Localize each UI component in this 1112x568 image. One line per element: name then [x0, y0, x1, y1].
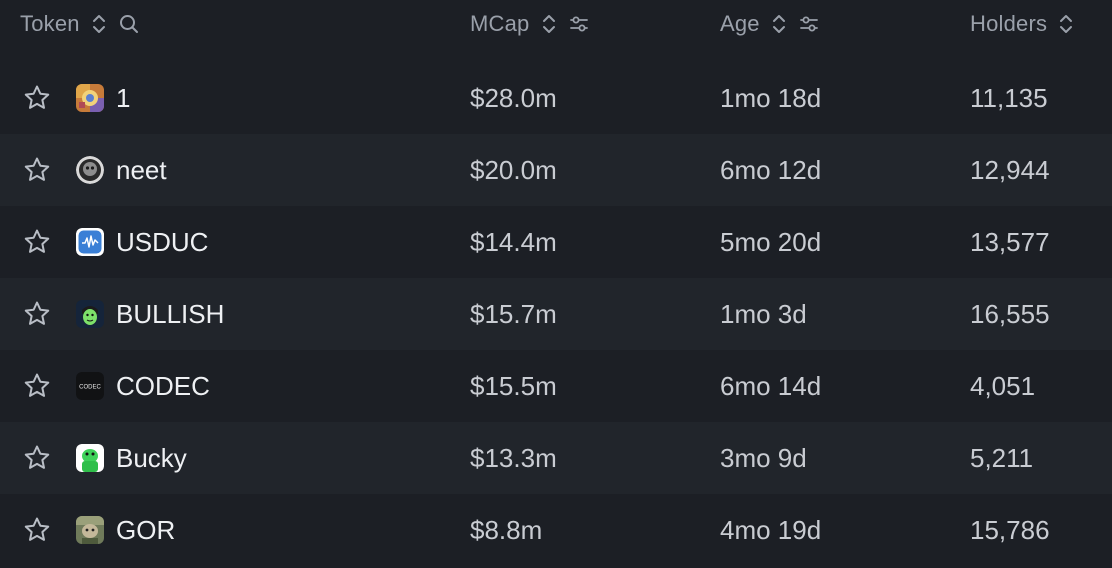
mcap-value: $8.8m — [470, 514, 543, 545]
star-icon[interactable] — [22, 371, 52, 401]
header-age: Age — [720, 0, 820, 48]
star-icon[interactable] — [22, 227, 52, 257]
star-icon[interactable] — [22, 83, 52, 113]
sort-token-icon[interactable] — [88, 12, 110, 36]
token-bullish-icon — [76, 300, 104, 328]
mcap-value: $28.0m — [470, 82, 557, 113]
star-icon[interactable] — [22, 155, 52, 185]
table-row[interactable]: neet $20.0m 6mo 12d 12,944 — [0, 134, 1112, 206]
mcap-value: $15.7m — [470, 298, 557, 329]
mcap-value: $20.0m — [470, 154, 557, 185]
age-value: 5mo 20d — [720, 226, 822, 257]
token-1-icon — [76, 84, 104, 112]
table-row[interactable]: BULLISH $15.7m 1mo 3d 16,555 — [0, 278, 1112, 350]
token-name: 1 — [116, 82, 131, 113]
sort-holders-icon[interactable] — [1055, 12, 1077, 36]
header-holders-label: Holders — [970, 11, 1048, 36]
age-value: 3mo 9d — [720, 442, 807, 473]
header-token-label: Token — [20, 11, 80, 36]
search-icon[interactable] — [118, 12, 140, 36]
holders-value: 12,944 — [970, 154, 1050, 185]
token-usduc-icon — [76, 228, 104, 256]
table-row[interactable]: 1 $28.0m 1mo 18d 11,135 — [0, 62, 1112, 134]
header-mcap: MCap — [470, 0, 590, 48]
star-icon[interactable] — [22, 299, 52, 329]
token-name: USDUC — [116, 226, 209, 257]
age-value: 1mo 18d — [720, 82, 822, 113]
header-mcap-label: MCap — [470, 11, 530, 36]
holders-value: 15,786 — [970, 514, 1050, 545]
token-name: GOR — [116, 514, 176, 545]
token-bucky-icon — [76, 444, 104, 472]
token-neet-icon — [76, 156, 104, 184]
table-row[interactable]: CODEC CODEC $15.5m 6mo 14d 4,051 — [0, 350, 1112, 422]
codec-logo-text: CODEC — [79, 385, 101, 391]
mcap-value: $14.4m — [470, 226, 557, 257]
token-codec-icon: CODEC — [76, 372, 104, 400]
holders-value: 11,135 — [970, 82, 1048, 113]
age-value: 6mo 12d — [720, 154, 822, 185]
sort-mcap-icon[interactable] — [538, 12, 560, 36]
holders-value: 5,211 — [970, 442, 1034, 473]
token-name: BULLISH — [116, 298, 225, 329]
header-age-label: Age — [720, 11, 760, 36]
holders-value: 16,555 — [970, 298, 1050, 329]
mcap-value: $13.3m — [470, 442, 557, 473]
token-name: Bucky — [116, 442, 187, 473]
token-name: neet — [116, 154, 167, 185]
table-row[interactable]: GOR $8.8m 4mo 19d 15,786 — [0, 494, 1112, 566]
header-token: Token — [20, 0, 140, 48]
age-value: 1mo 3d — [720, 298, 807, 329]
star-icon[interactable] — [22, 515, 52, 545]
header-holders: Holders — [970, 0, 1077, 48]
table-row[interactable]: Bucky $13.3m 3mo 9d 5,211 — [0, 422, 1112, 494]
filter-age-icon[interactable] — [798, 12, 820, 36]
table-header: Token MCap Age — [0, 0, 1112, 48]
sort-age-icon[interactable] — [768, 12, 790, 36]
table-row[interactable]: USDUC $14.4m 5mo 20d 13,577 — [0, 206, 1112, 278]
age-value: 6mo 14d — [720, 370, 822, 401]
token-gor-icon — [76, 516, 104, 544]
star-icon[interactable] — [22, 443, 52, 473]
holders-value: 13,577 — [970, 226, 1050, 257]
filter-mcap-icon[interactable] — [568, 12, 590, 36]
mcap-value: $15.5m — [470, 370, 557, 401]
age-value: 4mo 19d — [720, 514, 822, 545]
holders-value: 4,051 — [970, 370, 1036, 401]
token-name: CODEC — [116, 370, 210, 401]
